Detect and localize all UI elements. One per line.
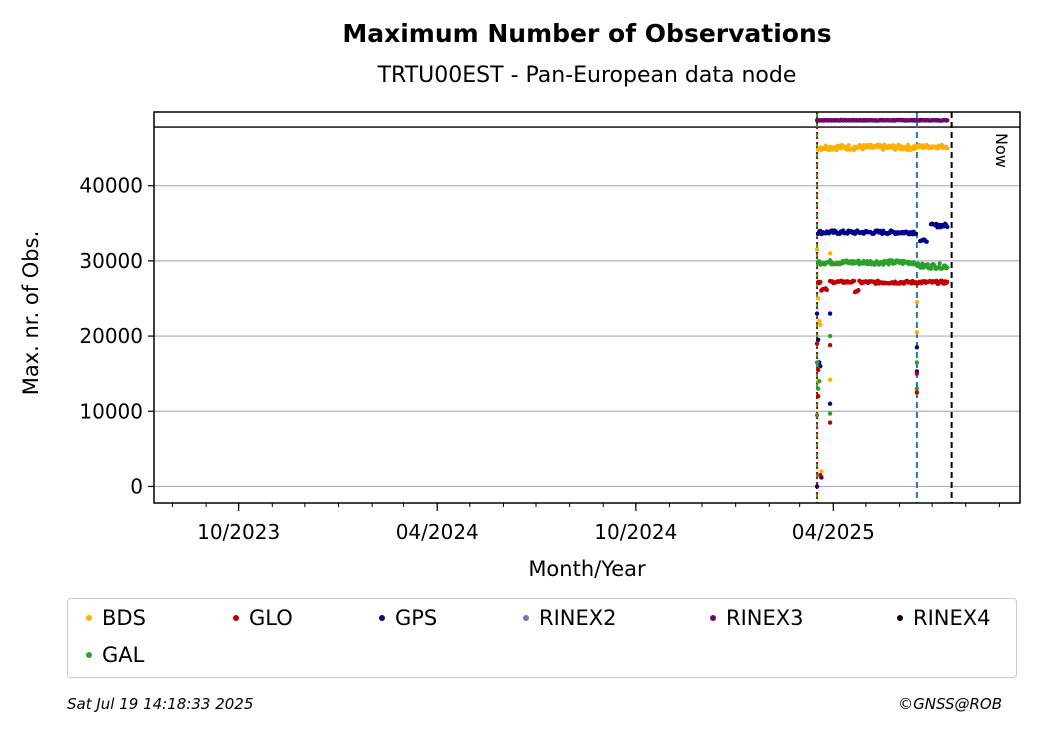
data-point (814, 341, 820, 346)
data-point (818, 363, 823, 369)
data-point (814, 360, 820, 365)
data-point (932, 263, 937, 268)
x-axis-label: Month/Year (528, 557, 646, 581)
data-point (827, 420, 833, 425)
data-point (914, 345, 920, 350)
legend-label: BDS (102, 606, 146, 630)
data-point (851, 278, 857, 284)
data-point (818, 322, 823, 327)
data-point (827, 411, 833, 416)
data-point (817, 378, 822, 384)
data-point (914, 390, 920, 395)
legend-label: RINEX4 (913, 606, 991, 630)
data-point (913, 231, 919, 237)
data-point (945, 118, 950, 123)
data-point (815, 386, 821, 391)
data-point (827, 377, 833, 382)
data-point (945, 224, 950, 230)
rinex3-marker-icon (710, 615, 716, 621)
data-point (937, 261, 942, 266)
data-point (827, 333, 833, 339)
data-point (945, 279, 950, 285)
generated-timestamp: Sat Jul 19 14:18:33 2025 (67, 695, 254, 713)
data-point (945, 265, 950, 270)
data-point (815, 367, 821, 373)
y-tick-label: 0 (130, 474, 143, 498)
legend-label: RINEX3 (726, 606, 804, 630)
reference-lines (816, 112, 953, 503)
legend-item-rinex2[interactable]: RINEX2 (523, 606, 617, 630)
legend-label: GPS (395, 606, 438, 630)
axes: 0 10000 20000 30000 40000 10/2023 04/2024 10/20… (79, 174, 1000, 544)
data-point (827, 401, 833, 406)
data-point (814, 484, 820, 489)
data-point (823, 143, 828, 149)
data-point (886, 262, 891, 267)
gal-marker-icon (86, 652, 92, 658)
legend-item-gal[interactable]: GAL (86, 643, 144, 667)
data-point (814, 247, 820, 252)
data-point (814, 412, 820, 418)
legend: BDS GLO GPS RINEX2 RINEX3 RINEX4 GAL (67, 598, 1017, 678)
data-point (827, 342, 833, 348)
data-points (814, 117, 950, 489)
data-point (914, 371, 920, 376)
data-point (818, 279, 823, 285)
data-point (824, 287, 830, 293)
rinex2-marker-icon (523, 615, 529, 621)
copyright-label: ©GNSS@ROB (898, 695, 1002, 713)
x-tick-label: 04/2024 (396, 520, 479, 544)
chart-subtitle: TRTU00EST - Pan-European data node (377, 63, 797, 88)
data-point (914, 300, 920, 305)
chart-title: Maximum Number of Observations (342, 19, 831, 48)
y-axis-label: Max. nr. of Obs. (19, 231, 43, 396)
data-point (856, 288, 861, 293)
data-point (818, 472, 823, 478)
data-point (817, 318, 822, 324)
legend-item-rinex3[interactable]: RINEX3 (710, 606, 804, 630)
data-point (827, 251, 833, 256)
legend-item-glo[interactable]: GLO (233, 606, 293, 630)
y-tick-label: 30000 (79, 249, 143, 273)
data-point (814, 311, 820, 316)
data-point (945, 146, 950, 151)
data-point (914, 330, 920, 335)
data-point (815, 296, 821, 301)
legend-label: GLO (249, 606, 293, 630)
data-point (827, 311, 833, 316)
plot-area (153, 111, 1021, 504)
data-point (925, 262, 930, 267)
data-point (914, 360, 920, 365)
rinex4-marker-icon (897, 615, 903, 621)
data-point (819, 469, 824, 474)
x-tick-label: 10/2024 (594, 520, 677, 544)
y-tick-label: 20000 (79, 324, 143, 348)
legend-item-rinex4[interactable]: RINEX4 (897, 606, 991, 630)
legend-label: RINEX2 (539, 606, 617, 630)
y-tick-label: 10000 (79, 399, 143, 423)
data-point (815, 337, 821, 343)
grid-lines (154, 126, 1020, 488)
x-tick-label: 04/2025 (792, 520, 875, 544)
data-point (846, 143, 851, 148)
data-point (914, 386, 920, 391)
data-point (815, 394, 821, 399)
gps-marker-icon (379, 615, 385, 621)
legend-item-gps[interactable]: GPS (379, 606, 437, 630)
data-point (928, 266, 934, 271)
glo-marker-icon (233, 615, 239, 621)
legend-item-bds[interactable]: BDS (86, 606, 146, 630)
bds-marker-icon (86, 615, 92, 621)
y-tick-label: 40000 (79, 174, 143, 198)
data-point (924, 239, 929, 244)
legend-label: GAL (102, 643, 145, 667)
x-tick-label: 10/2023 (197, 520, 280, 544)
now-label: Now (992, 133, 1011, 168)
